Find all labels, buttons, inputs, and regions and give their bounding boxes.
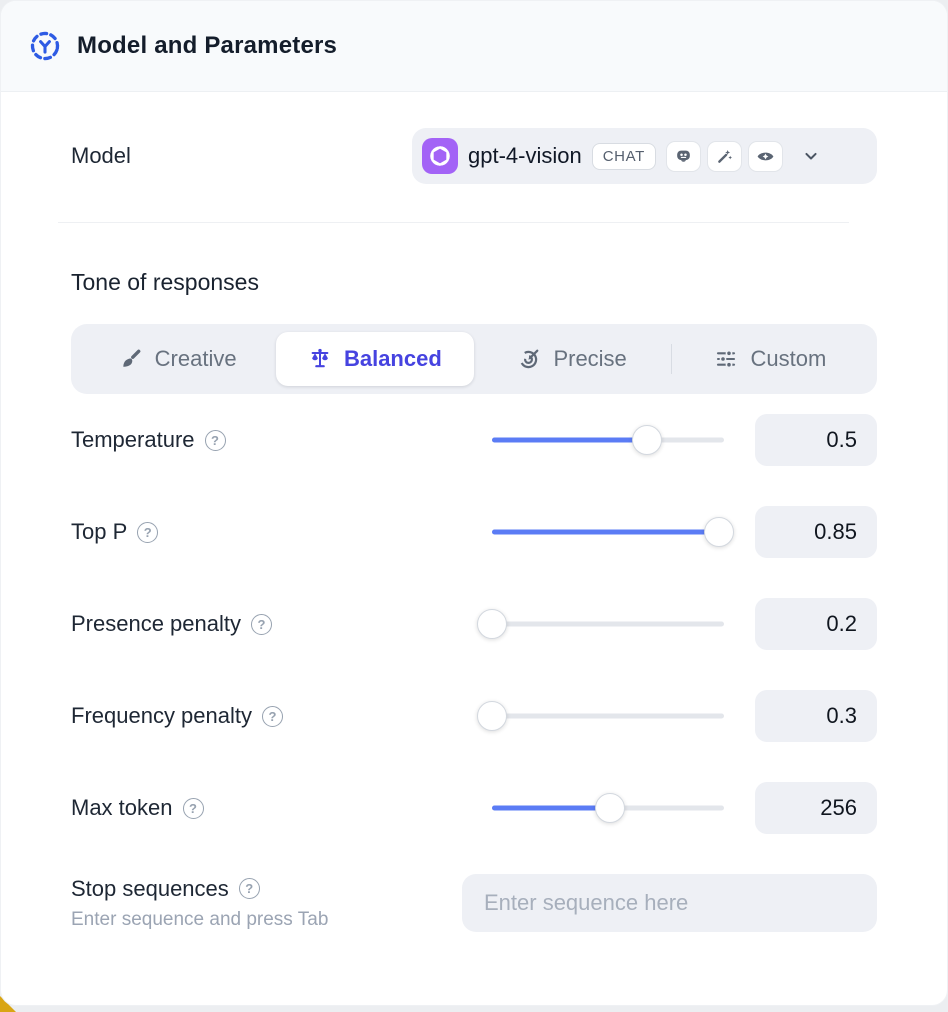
openai-logo-icon	[422, 138, 458, 174]
slider-thumb[interactable]	[477, 701, 507, 731]
param-row-frequency-penalty: Frequency penalty ? 0.3	[71, 670, 877, 762]
stop-sequences-hint: Enter sequence and press Tab	[71, 908, 329, 930]
tone-option-creative[interactable]: Creative	[79, 332, 276, 386]
param-row-temperature: Temperature ? 0.5	[71, 394, 877, 486]
help-icon[interactable]: ?	[262, 705, 283, 727]
presence-penalty-slider[interactable]	[477, 609, 724, 639]
segment-divider	[670, 344, 672, 374]
param-label: Presence penalty	[71, 611, 241, 636]
slider-thumb[interactable]	[632, 425, 663, 455]
target-icon	[520, 349, 539, 369]
stop-sequences-label: Stop sequences	[71, 875, 229, 901]
max-token-slider[interactable]	[492, 793, 724, 823]
param-label: Top P	[71, 519, 128, 544]
assistant-robot-icon	[665, 140, 701, 172]
slider-thumb[interactable]	[704, 517, 735, 547]
slider-fill	[492, 529, 720, 535]
param-row-top-p: Top P ? 0.85	[71, 486, 877, 578]
slider-thumb[interactable]	[477, 609, 507, 639]
param-label: Frequency penalty	[71, 703, 252, 728]
vision-eye-icon	[747, 140, 783, 172]
param-label: Max token	[71, 795, 173, 820]
tone-option-precise[interactable]: Precise	[474, 332, 671, 386]
temperature-value[interactable]: 0.5	[755, 414, 877, 466]
chevron-down-icon	[801, 146, 821, 166]
slider-thumb[interactable]	[595, 793, 626, 823]
paintbrush-icon	[122, 349, 141, 367]
slider-track[interactable]	[492, 621, 724, 627]
balance-scale-icon	[311, 348, 329, 368]
max-token-value[interactable]: 256	[755, 782, 877, 834]
temperature-slider[interactable]	[492, 425, 724, 455]
param-label: Temperature	[71, 427, 195, 452]
model-label: Model	[71, 143, 131, 168]
slider-track[interactable]	[492, 713, 724, 719]
tone-option-balanced[interactable]: Balanced	[276, 332, 474, 386]
magic-wand-icon	[706, 140, 742, 172]
page-title: Model and Parameters	[77, 32, 338, 59]
param-row-max-token: Max token ? 256	[71, 762, 877, 854]
top-p-slider[interactable]	[492, 517, 735, 547]
frequency-penalty-value[interactable]: 0.3	[755, 690, 877, 742]
tone-option-label: Balanced	[343, 346, 442, 371]
tone-segmented-control: Creative Balanced	[71, 324, 877, 394]
model-hub-icon	[29, 30, 61, 62]
panel-header: Model and Parameters	[1, 1, 947, 92]
slider-fill	[492, 437, 648, 443]
model-type-badge: CHAT	[591, 142, 656, 170]
help-icon[interactable]: ?	[251, 613, 272, 635]
tone-section-heading: Tone of responses	[71, 269, 259, 295]
param-row-presence-penalty: Presence penalty ? 0.2	[71, 578, 877, 670]
slider-fill	[492, 805, 611, 811]
top-p-value[interactable]: 0.85	[755, 506, 877, 558]
tone-option-label: Custom	[750, 346, 827, 371]
stop-sequences-row: Stop sequences ? Enter sequence and pres…	[71, 874, 877, 932]
help-icon[interactable]: ?	[204, 429, 226, 451]
model-select-dropdown[interactable]: gpt-4-vision CHAT	[412, 128, 877, 184]
presence-penalty-value[interactable]: 0.2	[755, 598, 877, 650]
selected-model-name: gpt-4-vision	[468, 143, 582, 168]
stop-sequence-input[interactable]	[462, 874, 877, 932]
model-row: Model gpt-4-vision CHAT	[71, 128, 877, 184]
help-icon[interactable]: ?	[238, 878, 260, 899]
help-icon[interactable]: ?	[182, 797, 204, 819]
help-icon[interactable]: ?	[137, 521, 159, 543]
tone-option-label: Creative	[154, 346, 237, 371]
capability-badges	[665, 140, 783, 172]
tone-option-label: Precise	[553, 346, 627, 371]
section-divider	[58, 222, 849, 223]
sliders-icon	[717, 349, 736, 369]
tone-option-custom[interactable]: Custom	[672, 332, 869, 386]
frequency-penalty-slider[interactable]	[477, 701, 724, 731]
